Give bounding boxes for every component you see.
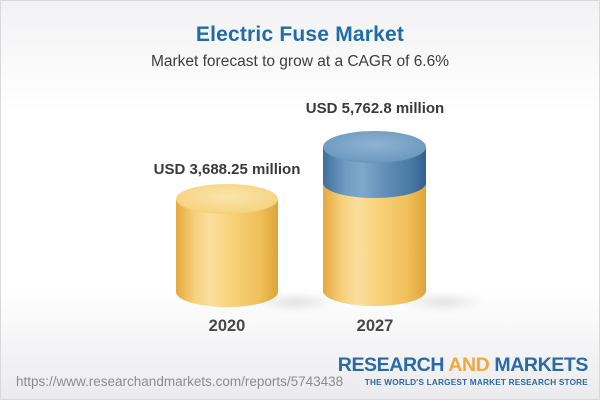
category-label-2020: 2020 bbox=[208, 317, 246, 335]
source-url: https://www.researchandmarkets.com/repor… bbox=[16, 374, 344, 389]
category-label-2027: 2027 bbox=[356, 317, 394, 335]
chart-subtitle: Market forecast to grow at a CAGR of 6.6… bbox=[150, 53, 450, 70]
value-label-2020: USD 3,688.25 million bbox=[153, 161, 301, 178]
logo-tagline: THE WORLD'S LARGEST MARKET RESEARCH STOR… bbox=[364, 377, 588, 387]
chart-title: Electric Fuse Market bbox=[195, 23, 405, 46]
logo-word-markets: MARKETS bbox=[494, 354, 588, 376]
bar-2020-cylinder bbox=[176, 184, 278, 307]
logo-word-research: RESEARCH bbox=[337, 354, 445, 376]
value-label-2027: USD 5,762.8 million bbox=[305, 100, 445, 117]
bar-shadow-2027 bbox=[401, 293, 485, 311]
research-and-markets-logo: RESEARCH AND MARKETS THE WORLD'S LARGEST… bbox=[337, 354, 589, 387]
logo-wordmark: RESEARCH AND MARKETS bbox=[337, 354, 589, 376]
logo-word-and: AND bbox=[448, 354, 490, 376]
bar-2027-cylinder bbox=[323, 131, 426, 306]
